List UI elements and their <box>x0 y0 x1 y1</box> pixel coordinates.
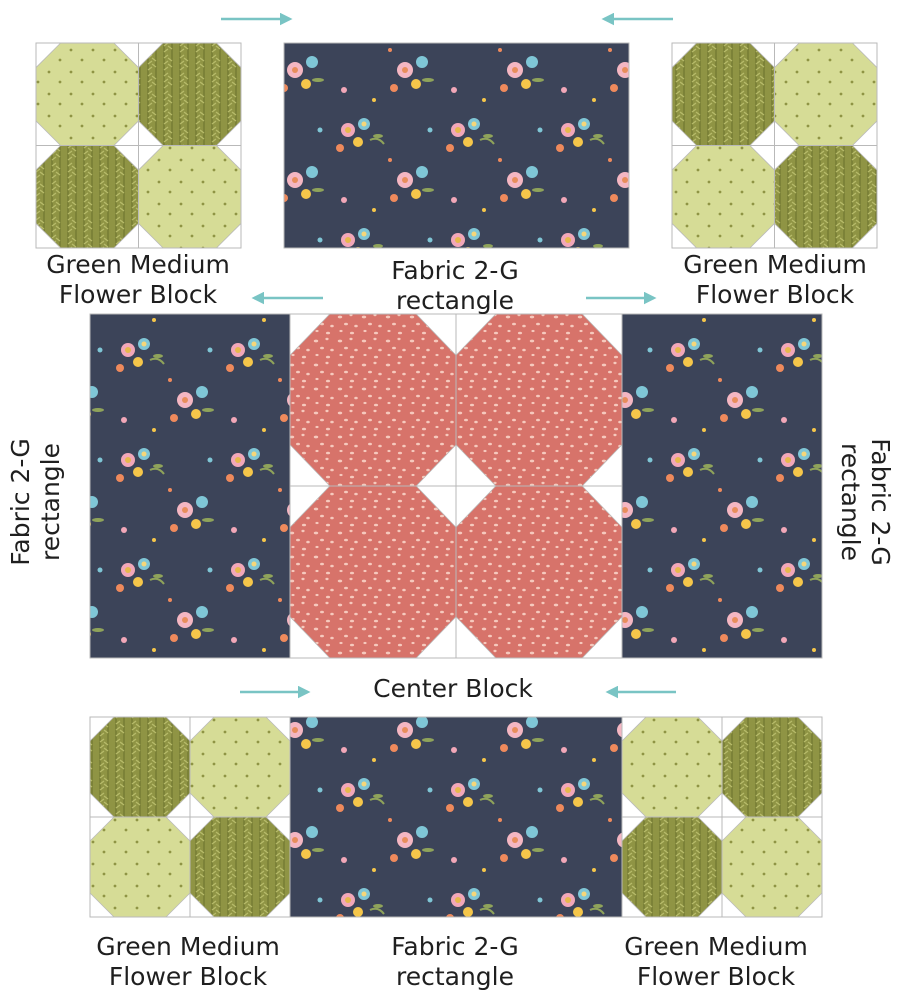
top-left-green-medium-flower-block <box>35 42 242 249</box>
label-bottom-right-green-block: Green Medium Flower Block <box>624 932 808 991</box>
label-left-vertical-rectangle: Fabric 2-G rectangle <box>6 438 65 566</box>
right-fabric-2g-rectangle <box>621 313 823 659</box>
block-outline <box>35 42 242 249</box>
label-top-center-rectangle: Fabric 2-G rectangle <box>391 256 519 315</box>
block-fabric-patch <box>189 716 291 818</box>
block-fabric-patch <box>89 816 191 918</box>
block-fabric-patch <box>721 816 823 918</box>
block-fabric-patch <box>289 485 457 659</box>
center-block <box>289 313 623 659</box>
block-fabric-patch <box>774 42 878 146</box>
block-fabric-patch <box>774 145 878 249</box>
block-fabric-patch <box>455 313 623 487</box>
block-fabric-patch <box>621 816 723 918</box>
block-fabric-patch <box>189 816 291 918</box>
bottom-fabric-2g-rectangle <box>289 716 623 918</box>
left-fabric-2g-rectangle <box>89 313 291 659</box>
block-fabric-patch <box>89 716 191 818</box>
label-right-vertical-rectangle: Fabric 2-G rectangle <box>836 438 895 566</box>
block-fabric-patch <box>138 42 242 146</box>
block-fabric-patch <box>671 145 775 249</box>
block-fabric-patch <box>138 145 242 249</box>
label-top-left-green-block: Green Medium Flower Block <box>46 250 230 309</box>
block-fabric-patch <box>35 145 139 249</box>
label-bottom-left-green-block: Green Medium Flower Block <box>96 932 280 991</box>
block-outline <box>621 716 823 918</box>
top-right-green-medium-flower-block <box>671 42 878 249</box>
block-fabric-patch <box>621 716 723 818</box>
block-fabric-patch <box>671 42 775 146</box>
label-bottom-center-rectangle: Fabric 2-G rectangle <box>391 932 519 991</box>
block-fabric-patch <box>289 313 457 487</box>
bottom-right-green-medium-flower-block <box>621 716 823 918</box>
top-fabric-2g-rectangle <box>283 42 630 249</box>
bottom-left-green-medium-flower-block <box>89 716 291 918</box>
label-top-right-green-block: Green Medium Flower Block <box>683 250 867 309</box>
block-fabric-patch <box>721 716 823 818</box>
block-fabric-patch <box>455 485 623 659</box>
block-fabric-patch <box>35 42 139 146</box>
label-center-block: Center Block <box>373 674 533 703</box>
block-outline <box>671 42 878 249</box>
